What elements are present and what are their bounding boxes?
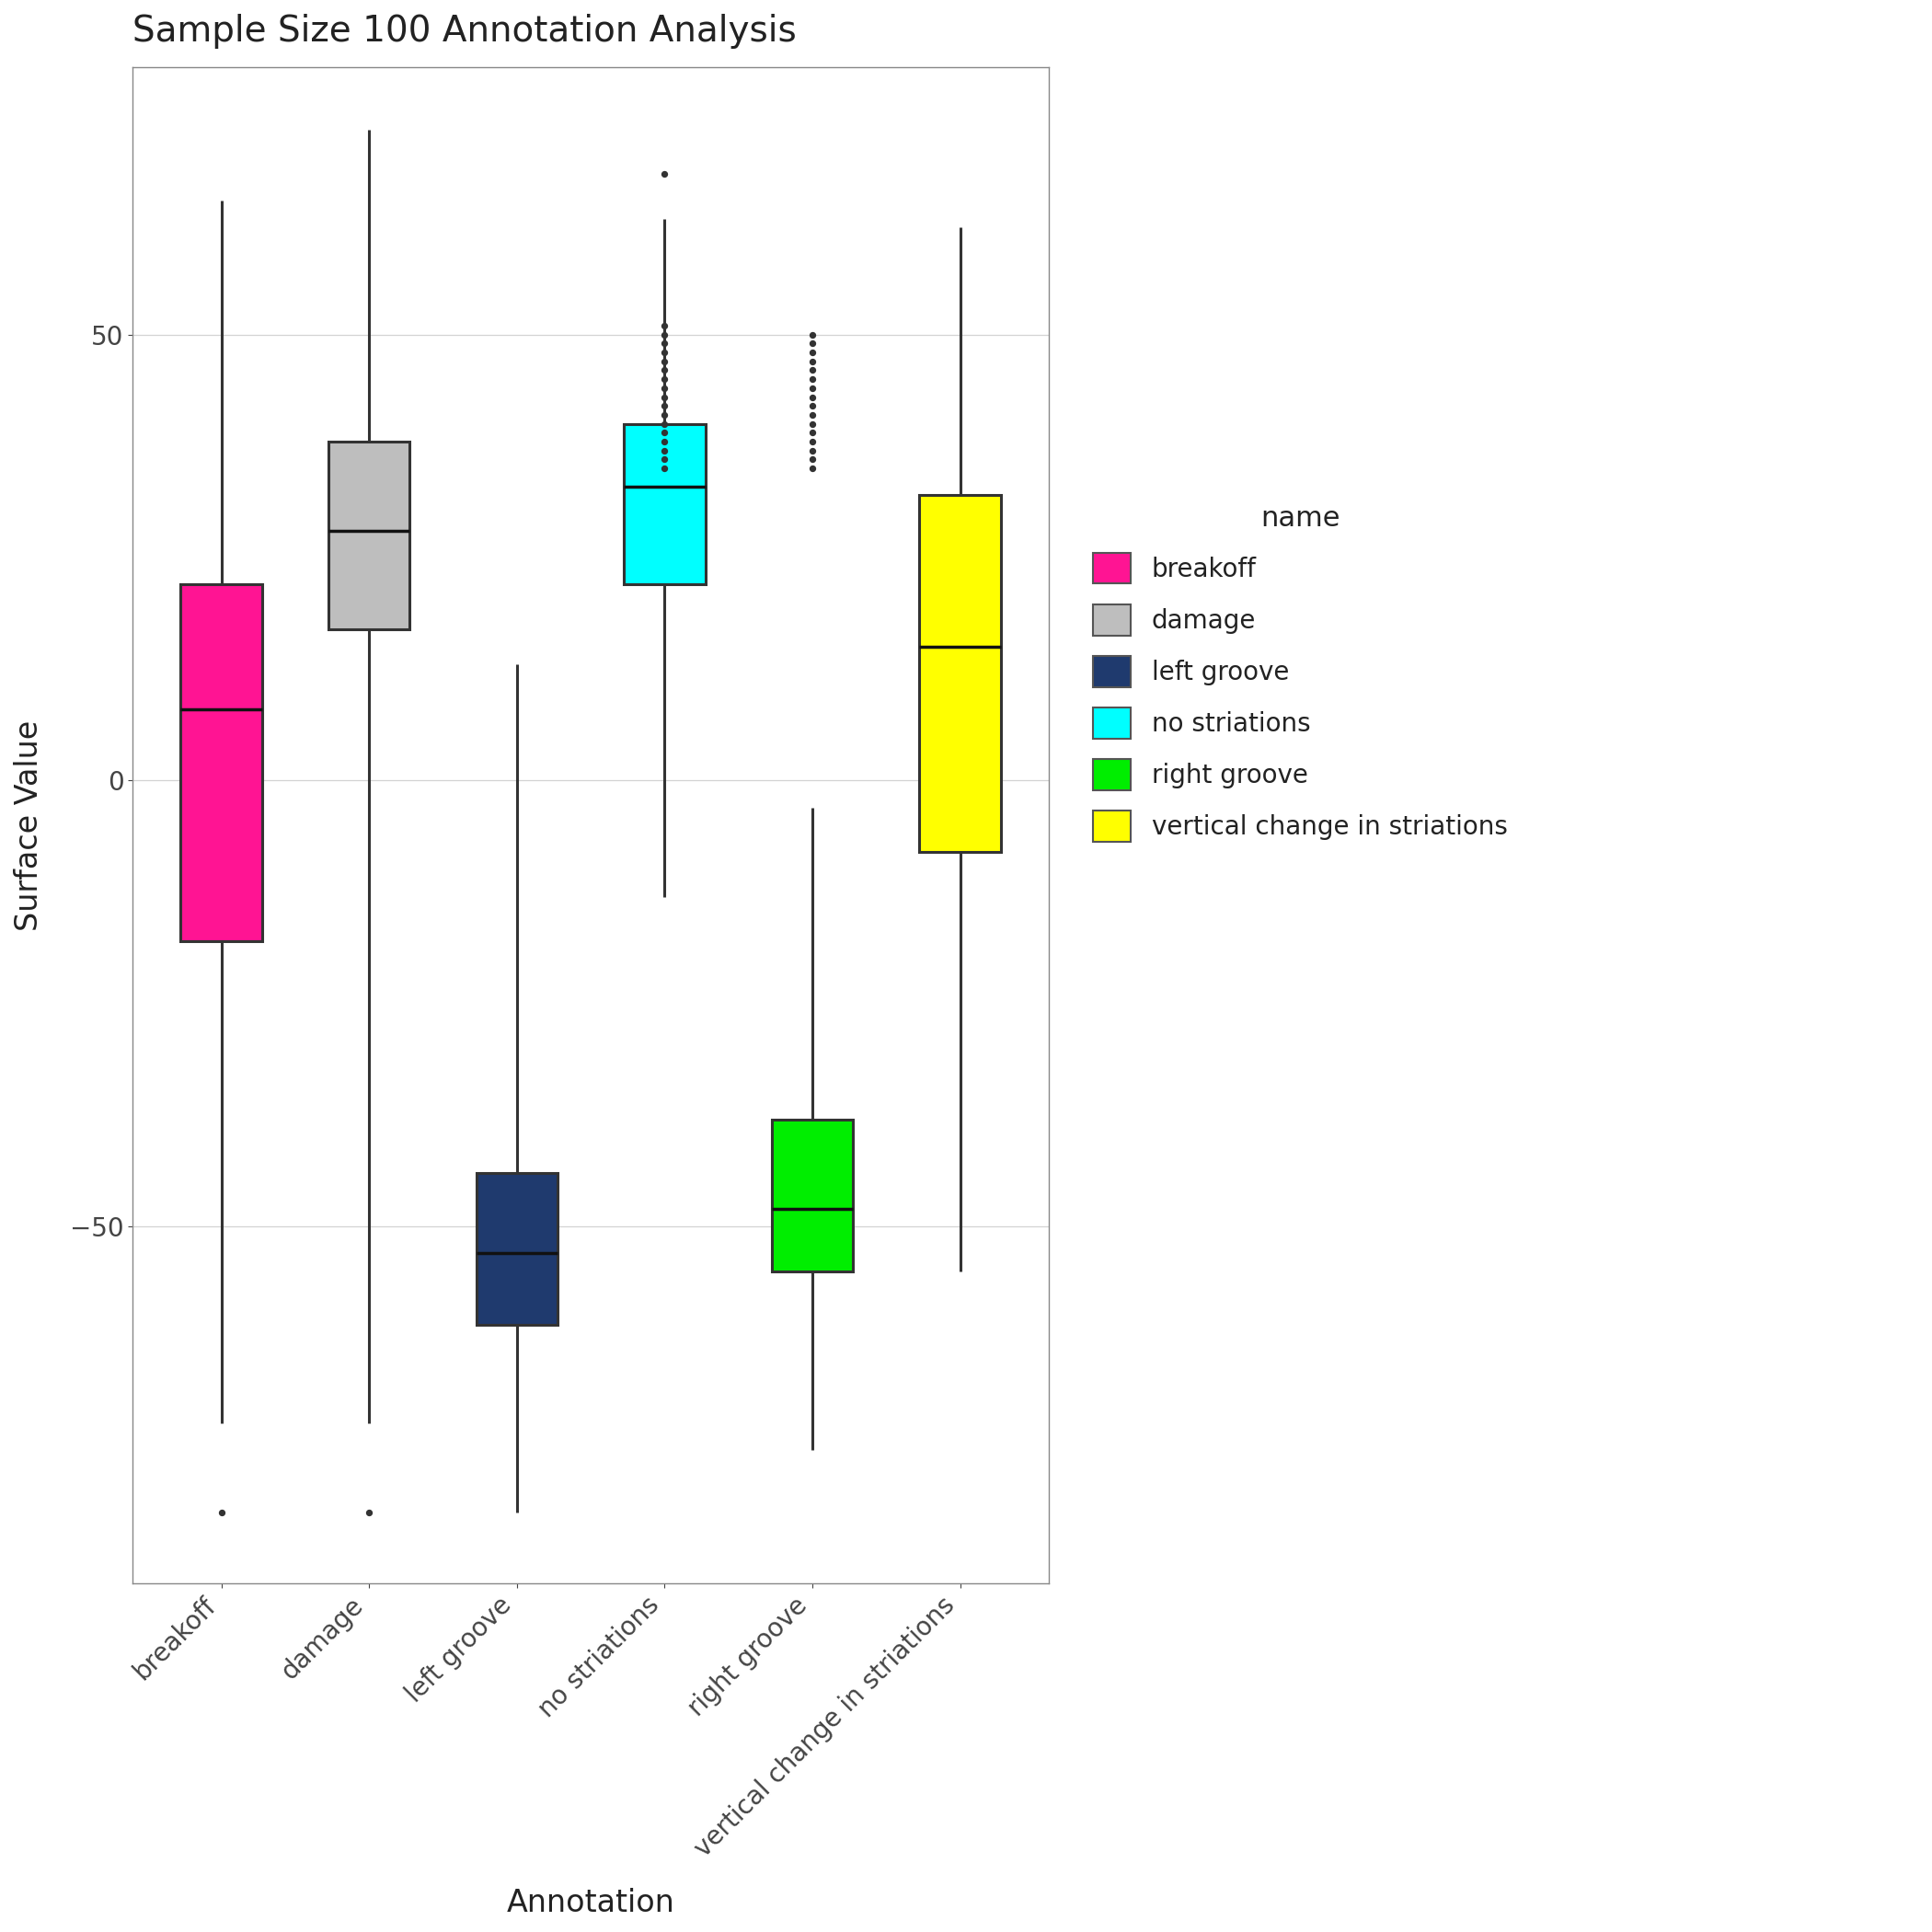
Point xyxy=(796,417,827,448)
Bar xyxy=(771,1119,854,1271)
Point xyxy=(796,390,827,421)
Point xyxy=(649,319,680,350)
Point xyxy=(796,400,827,431)
Point xyxy=(796,444,827,475)
Bar xyxy=(475,1173,558,1325)
Point xyxy=(796,328,827,359)
Point xyxy=(649,427,680,458)
Point xyxy=(649,400,680,431)
Point xyxy=(649,390,680,421)
Bar xyxy=(624,423,705,583)
Point xyxy=(796,373,827,404)
Point xyxy=(649,417,680,448)
Point xyxy=(796,363,827,394)
Point xyxy=(796,381,827,412)
Point xyxy=(649,158,680,189)
Point xyxy=(649,381,680,412)
Point xyxy=(649,435,680,466)
Point xyxy=(649,346,680,377)
Point xyxy=(796,435,827,466)
Bar xyxy=(920,495,1001,852)
X-axis label: Annotation: Annotation xyxy=(506,1888,674,1918)
Point xyxy=(649,355,680,386)
Point xyxy=(649,336,680,367)
Point xyxy=(649,452,680,483)
Point xyxy=(649,311,680,342)
Point xyxy=(796,452,827,483)
Point xyxy=(649,373,680,404)
Point xyxy=(649,408,680,439)
Point xyxy=(649,363,680,394)
Point xyxy=(796,408,827,439)
Point xyxy=(207,1497,238,1528)
Point xyxy=(796,336,827,367)
Bar xyxy=(180,583,263,941)
Point xyxy=(649,444,680,475)
Point xyxy=(796,355,827,386)
Legend: breakoff, damage, left groove, no striations, right groove, vertical change in s: breakoff, damage, left groove, no striat… xyxy=(1080,493,1520,854)
Point xyxy=(796,427,827,458)
Y-axis label: Surface Value: Surface Value xyxy=(14,721,44,931)
Point xyxy=(354,1497,384,1528)
Point xyxy=(796,346,827,377)
Point xyxy=(796,319,827,350)
Bar xyxy=(328,442,410,630)
Text: Sample Size 100 Annotation Analysis: Sample Size 100 Annotation Analysis xyxy=(133,14,796,48)
Point xyxy=(649,328,680,359)
